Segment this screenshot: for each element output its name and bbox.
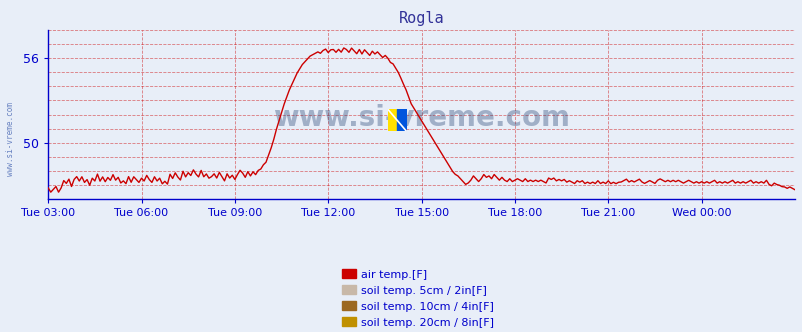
Text: www.si-vreme.com: www.si-vreme.com: [6, 103, 15, 176]
Legend: air temp.[F], soil temp. 5cm / 2in[F], soil temp. 10cm / 4in[F], soil temp. 20cm: air temp.[F], soil temp. 5cm / 2in[F], s…: [342, 269, 500, 332]
Text: www.si-vreme.com: www.si-vreme.com: [273, 104, 569, 132]
Title: Rogla: Rogla: [399, 11, 444, 26]
